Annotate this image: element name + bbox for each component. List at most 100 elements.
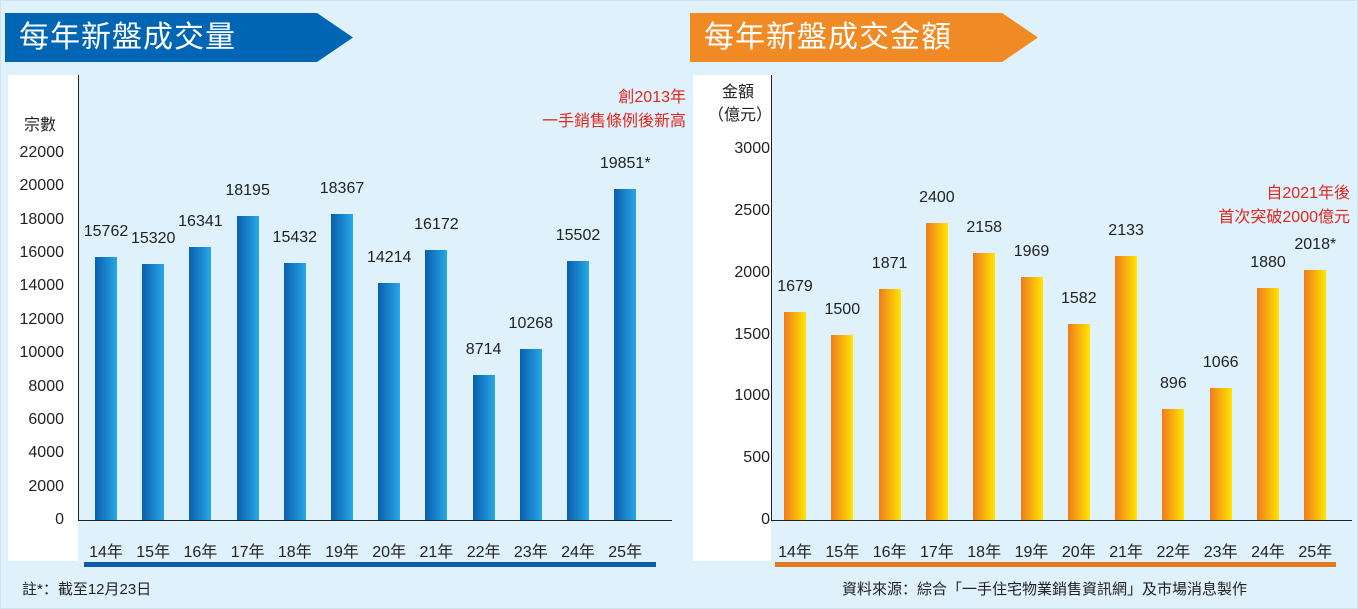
y-tick-label: 16000 [19, 244, 65, 262]
annotation-line: 自2021年後 [1266, 185, 1350, 202]
data-label: 15762 [83, 223, 129, 241]
x-tick-label: 19年 [325, 544, 359, 561]
bar-17年 [925, 223, 948, 520]
data-label: 18195 [225, 182, 270, 200]
bar-18年 [283, 262, 306, 520]
y-tick-label: 2000 [734, 263, 770, 281]
right-y-axis-panel [693, 75, 771, 561]
bar-19年 [331, 213, 353, 520]
bar-25年 [1304, 270, 1327, 520]
bar-19年 [1020, 276, 1043, 520]
bar-21年 [1115, 256, 1138, 520]
data-label: 15432 [272, 228, 318, 246]
data-label: 1066 [1202, 354, 1239, 372]
bar-15年 [142, 264, 165, 520]
data-label: 2018* [1294, 236, 1337, 254]
data-label: 1679 [777, 278, 813, 296]
y-tick-label: 3000 [734, 140, 770, 157]
annotation-line: 一手銷售條例後新高 [541, 113, 686, 130]
left-annotation: 創2013年 一手銷售條例後新高 [470, 86, 686, 134]
x-tick-label: 21年 [1109, 544, 1143, 561]
data-label: 2400 [919, 189, 955, 207]
bar-24年 [567, 261, 589, 520]
x-tick-label: 22年 [1156, 544, 1191, 561]
data-label: 2158 [966, 219, 1002, 237]
x-tick-label: 21年 [419, 544, 454, 561]
y-tick-label: 18000 [19, 210, 65, 228]
data-label: 15320 [130, 230, 176, 248]
data-label: 1500 [824, 300, 861, 318]
y-tick-label: 0 [55, 511, 64, 528]
y-tick-label: 1000 [734, 387, 770, 405]
data-label: 14214 [366, 248, 412, 266]
data-label: 896 [1160, 375, 1187, 393]
x-tick-label: 25年 [1298, 544, 1333, 561]
bar-22年 [472, 374, 495, 520]
x-tick-label: 17年 [919, 544, 954, 561]
data-label: 10268 [508, 314, 554, 332]
x-tick-label: 18年 [967, 544, 1002, 561]
bar-20年 [1067, 324, 1090, 520]
bar-17年 [236, 216, 259, 520]
x-tick-label: 18年 [277, 544, 312, 561]
y-tick-label: 2500 [734, 201, 770, 219]
bar-20年 [378, 282, 401, 520]
left-y-axis-label: 宗數 [24, 117, 57, 134]
y-tick-label: 14000 [19, 277, 65, 295]
data-label: 2133 [1108, 222, 1144, 240]
y-tick-label: 10000 [19, 344, 65, 362]
bar-14年 [95, 257, 117, 520]
bar-16年 [878, 288, 901, 520]
y-tick-label: 500 [743, 449, 770, 467]
y-tick-label: 20000 [19, 177, 65, 195]
x-axis-baseline [771, 520, 1352, 521]
bar-21年 [425, 250, 448, 520]
left-chart-title: 每年新盤成交量 [5, 13, 353, 62]
bar-15年 [831, 334, 854, 520]
x-tick-label: 23年 [513, 544, 548, 561]
data-label: 8714 [465, 340, 502, 358]
x-axis-baseline [78, 520, 672, 521]
left-y-axis-panel [8, 75, 78, 561]
y-tick-label: 2000 [28, 477, 64, 495]
x-tick-label: 17年 [230, 544, 265, 561]
left-underline [84, 562, 656, 567]
data-label: 15502 [555, 227, 601, 245]
source-note: 資料來源：綜合「一手住宅物業銷售資訊網」及市場消息製作 [842, 581, 1248, 598]
x-tick-label: 20年 [372, 544, 407, 561]
y-tick-label: 4000 [28, 444, 64, 462]
x-tick-label: 14年 [89, 544, 123, 561]
x-tick-label: 23年 [1203, 544, 1238, 561]
right-y-axis-label-1: 金額 [722, 84, 755, 101]
data-label: 16341 [178, 213, 223, 231]
bar-18年 [973, 253, 996, 520]
y-tick-label: 6000 [28, 410, 64, 428]
bar-22年 [1162, 409, 1185, 520]
x-tick-label: 20年 [1061, 544, 1096, 561]
bar-14年 [784, 312, 806, 520]
y-axis-line [78, 75, 79, 520]
y-tick-label: 8000 [28, 377, 64, 395]
right-annotation: 自2021年後 首次突破2000億元 [1130, 182, 1350, 230]
bar-24年 [1257, 287, 1279, 520]
x-tick-label: 25年 [608, 544, 643, 561]
x-tick-label: 15年 [825, 544, 860, 561]
annotation-line: 首次突破2000億元 [1218, 209, 1350, 226]
x-tick-label: 19年 [1014, 544, 1049, 561]
right-y-axis-label-2: （億元） [708, 107, 773, 124]
right-chart-title: 每年新盤成交金額 [690, 13, 1038, 62]
data-label: 18367 [319, 179, 365, 197]
footnote: 註*：截至12月23日 [22, 581, 152, 598]
data-label: 1582 [1061, 290, 1097, 308]
data-label: 1880 [1250, 253, 1286, 271]
y-axis-line [771, 75, 772, 520]
y-tick-label: 1500 [734, 325, 770, 343]
bar-16年 [189, 247, 212, 520]
x-tick-label: 24年 [561, 544, 595, 561]
x-tick-label: 16年 [183, 544, 218, 561]
annotation-line: 創2013年 [618, 89, 686, 106]
x-tick-label: 16年 [872, 544, 907, 561]
data-label: 1969 [1013, 242, 1050, 260]
bar-25年 [614, 188, 637, 520]
y-tick-label: 12000 [19, 310, 65, 328]
